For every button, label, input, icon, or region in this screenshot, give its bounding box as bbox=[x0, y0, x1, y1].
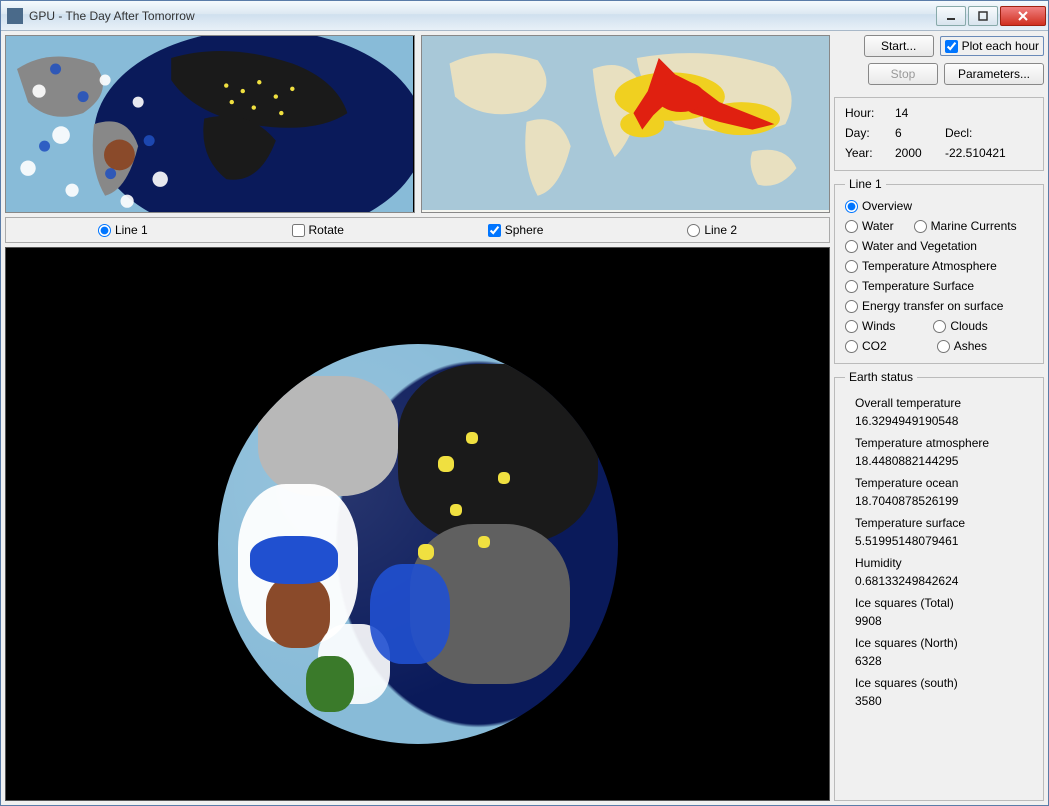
day-value: 6 bbox=[895, 126, 945, 140]
option-line1[interactable]: Line 1 bbox=[98, 223, 148, 237]
humidity-value: 0.68133249842624 bbox=[855, 574, 1033, 588]
ice-total-value: 9908 bbox=[855, 614, 1033, 628]
radio-water[interactable]: Water bbox=[845, 219, 894, 233]
checkbox-rotate[interactable] bbox=[292, 224, 305, 237]
humidity-label: Humidity bbox=[855, 556, 1033, 570]
app-window: GPU - The Day After Tomorrow bbox=[0, 0, 1049, 806]
map-panel-right bbox=[421, 35, 831, 213]
time-info-panel: Hour: 14 Day: 6 Decl: Year: 2000 -22.510… bbox=[834, 97, 1044, 171]
close-button[interactable] bbox=[1000, 6, 1046, 26]
radio-line2[interactable] bbox=[687, 224, 700, 237]
maximize-button[interactable] bbox=[968, 6, 998, 26]
radio-water-vegetation[interactable]: Water and Vegetation bbox=[845, 239, 1033, 253]
overall-temp-label: Overall temperature bbox=[855, 396, 1033, 410]
option-rotate[interactable]: Rotate bbox=[292, 223, 344, 237]
temp-ocean-label: Temperature ocean bbox=[855, 476, 1033, 490]
right-column: Start... Plot each hour Stop Parameters.… bbox=[834, 35, 1044, 801]
temp-atmosphere-label: Temperature atmosphere bbox=[855, 436, 1033, 450]
decl-value: -22.510421 bbox=[945, 146, 1033, 160]
view-options-bar: Line 1 Rotate Sphere Line 2 bbox=[5, 217, 830, 243]
radio-overview[interactable]: Overview bbox=[845, 199, 1033, 213]
radio-energy-transfer[interactable]: Energy transfer on surface bbox=[845, 299, 1033, 313]
ice-south-label: Ice squares (south) bbox=[855, 676, 1033, 690]
app-icon bbox=[7, 8, 23, 24]
map-panel-left bbox=[5, 35, 415, 213]
radio-clouds[interactable]: Clouds bbox=[933, 319, 987, 333]
line1-legend: Line 1 bbox=[845, 177, 886, 191]
window-buttons bbox=[934, 6, 1046, 26]
radio-ashes[interactable]: Ashes bbox=[937, 339, 987, 353]
option-line2[interactable]: Line 2 bbox=[687, 223, 737, 237]
radio-winds[interactable]: Winds bbox=[845, 319, 895, 333]
radio-co2[interactable]: CO2 bbox=[845, 339, 887, 353]
ice-south-value: 3580 bbox=[855, 694, 1033, 708]
window-title: GPU - The Day After Tomorrow bbox=[29, 9, 934, 23]
globe-render bbox=[218, 344, 618, 744]
plot-each-hour-option[interactable]: Plot each hour bbox=[940, 36, 1044, 56]
option-sphere[interactable]: Sphere bbox=[488, 223, 544, 237]
line1-group: Line 1 Overview Water Marine Currents Wa… bbox=[834, 177, 1044, 364]
radio-marine-currents[interactable]: Marine Currents bbox=[914, 219, 1017, 233]
checkbox-sphere[interactable] bbox=[488, 224, 501, 237]
main-3d-view[interactable] bbox=[5, 247, 830, 801]
year-label: Year: bbox=[845, 146, 895, 160]
ice-total-label: Ice squares (Total) bbox=[855, 596, 1033, 610]
radio-temp-atmosphere[interactable]: Temperature Atmosphere bbox=[845, 259, 1033, 273]
label-plot-each-hour: Plot each hour bbox=[962, 39, 1039, 53]
temp-atmosphere-value: 18.4480882144295 bbox=[855, 454, 1033, 468]
label-line2: Line 2 bbox=[704, 223, 737, 237]
stop-button[interactable]: Stop bbox=[868, 63, 938, 85]
content-area: Line 1 Rotate Sphere Line 2 bbox=[1, 31, 1048, 805]
temp-ocean-value: 18.7040878526199 bbox=[855, 494, 1033, 508]
start-button[interactable]: Start... bbox=[864, 35, 934, 57]
left-column: Line 1 Rotate Sphere Line 2 bbox=[5, 35, 830, 801]
ice-north-label: Ice squares (North) bbox=[855, 636, 1033, 650]
temp-surface-label: Temperature surface bbox=[855, 516, 1033, 530]
radio-temp-surface[interactable]: Temperature Surface bbox=[845, 279, 1033, 293]
ice-north-value: 6328 bbox=[855, 654, 1033, 668]
overall-temp-value: 16.3294949190548 bbox=[855, 414, 1033, 428]
radio-line1[interactable] bbox=[98, 224, 111, 237]
earth-status-legend: Earth status bbox=[845, 370, 917, 384]
checkbox-plot-each-hour[interactable] bbox=[945, 40, 958, 53]
minimize-button[interactable] bbox=[936, 6, 966, 26]
top-maps-row bbox=[5, 35, 830, 213]
control-row-1: Start... Plot each hour bbox=[834, 35, 1044, 57]
label-line1: Line 1 bbox=[115, 223, 148, 237]
label-sphere: Sphere bbox=[505, 223, 544, 237]
parameters-button[interactable]: Parameters... bbox=[944, 63, 1044, 85]
day-label: Day: bbox=[845, 126, 895, 140]
earth-status-group: Earth status Overall temperature 16.3294… bbox=[834, 370, 1044, 801]
decl-label: Decl: bbox=[945, 126, 995, 140]
control-row-2: Stop Parameters... bbox=[834, 63, 1044, 85]
hour-value: 14 bbox=[895, 106, 945, 120]
label-rotate: Rotate bbox=[309, 223, 344, 237]
year-value: 2000 bbox=[895, 146, 945, 160]
hour-label: Hour: bbox=[845, 106, 895, 120]
temp-surface-value: 5.51995148079461 bbox=[855, 534, 1033, 548]
titlebar[interactable]: GPU - The Day After Tomorrow bbox=[1, 1, 1048, 31]
